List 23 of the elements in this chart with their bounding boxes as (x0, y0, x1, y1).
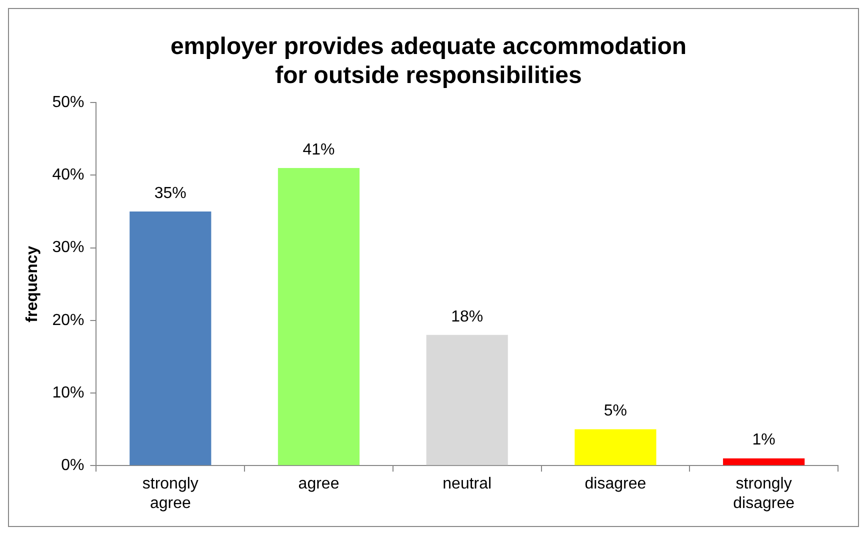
bar (426, 334, 508, 466)
x-tick-label: strongly disagree (733, 476, 795, 512)
data-label: 35% (154, 184, 186, 202)
data-label: 1% (752, 432, 776, 449)
bar (574, 429, 656, 466)
y-tick-label: 40% (52, 166, 84, 184)
x-tick-label: disagree (584, 476, 646, 493)
bar (130, 212, 212, 466)
x-tick-label: strongly agree (142, 476, 198, 512)
y-tick-label: 10% (52, 384, 84, 402)
data-label: 18% (451, 308, 484, 326)
data-label: 41% (302, 141, 335, 158)
chart-title: employer provides adequate accommodation for outside responsibilities (170, 33, 687, 89)
y-tick-label: 50% (52, 94, 84, 112)
y-tick-label: 30% (52, 239, 84, 256)
data-label: 5% (604, 402, 628, 420)
y-tick-label: 0% (61, 457, 84, 474)
x-tick-label: neutral (442, 476, 492, 493)
y-tick-label: 20% (52, 312, 84, 329)
bar (723, 458, 805, 466)
x-tick-label: agree (298, 476, 340, 493)
bar (278, 168, 360, 466)
y-axis-title: frequency (24, 246, 42, 322)
